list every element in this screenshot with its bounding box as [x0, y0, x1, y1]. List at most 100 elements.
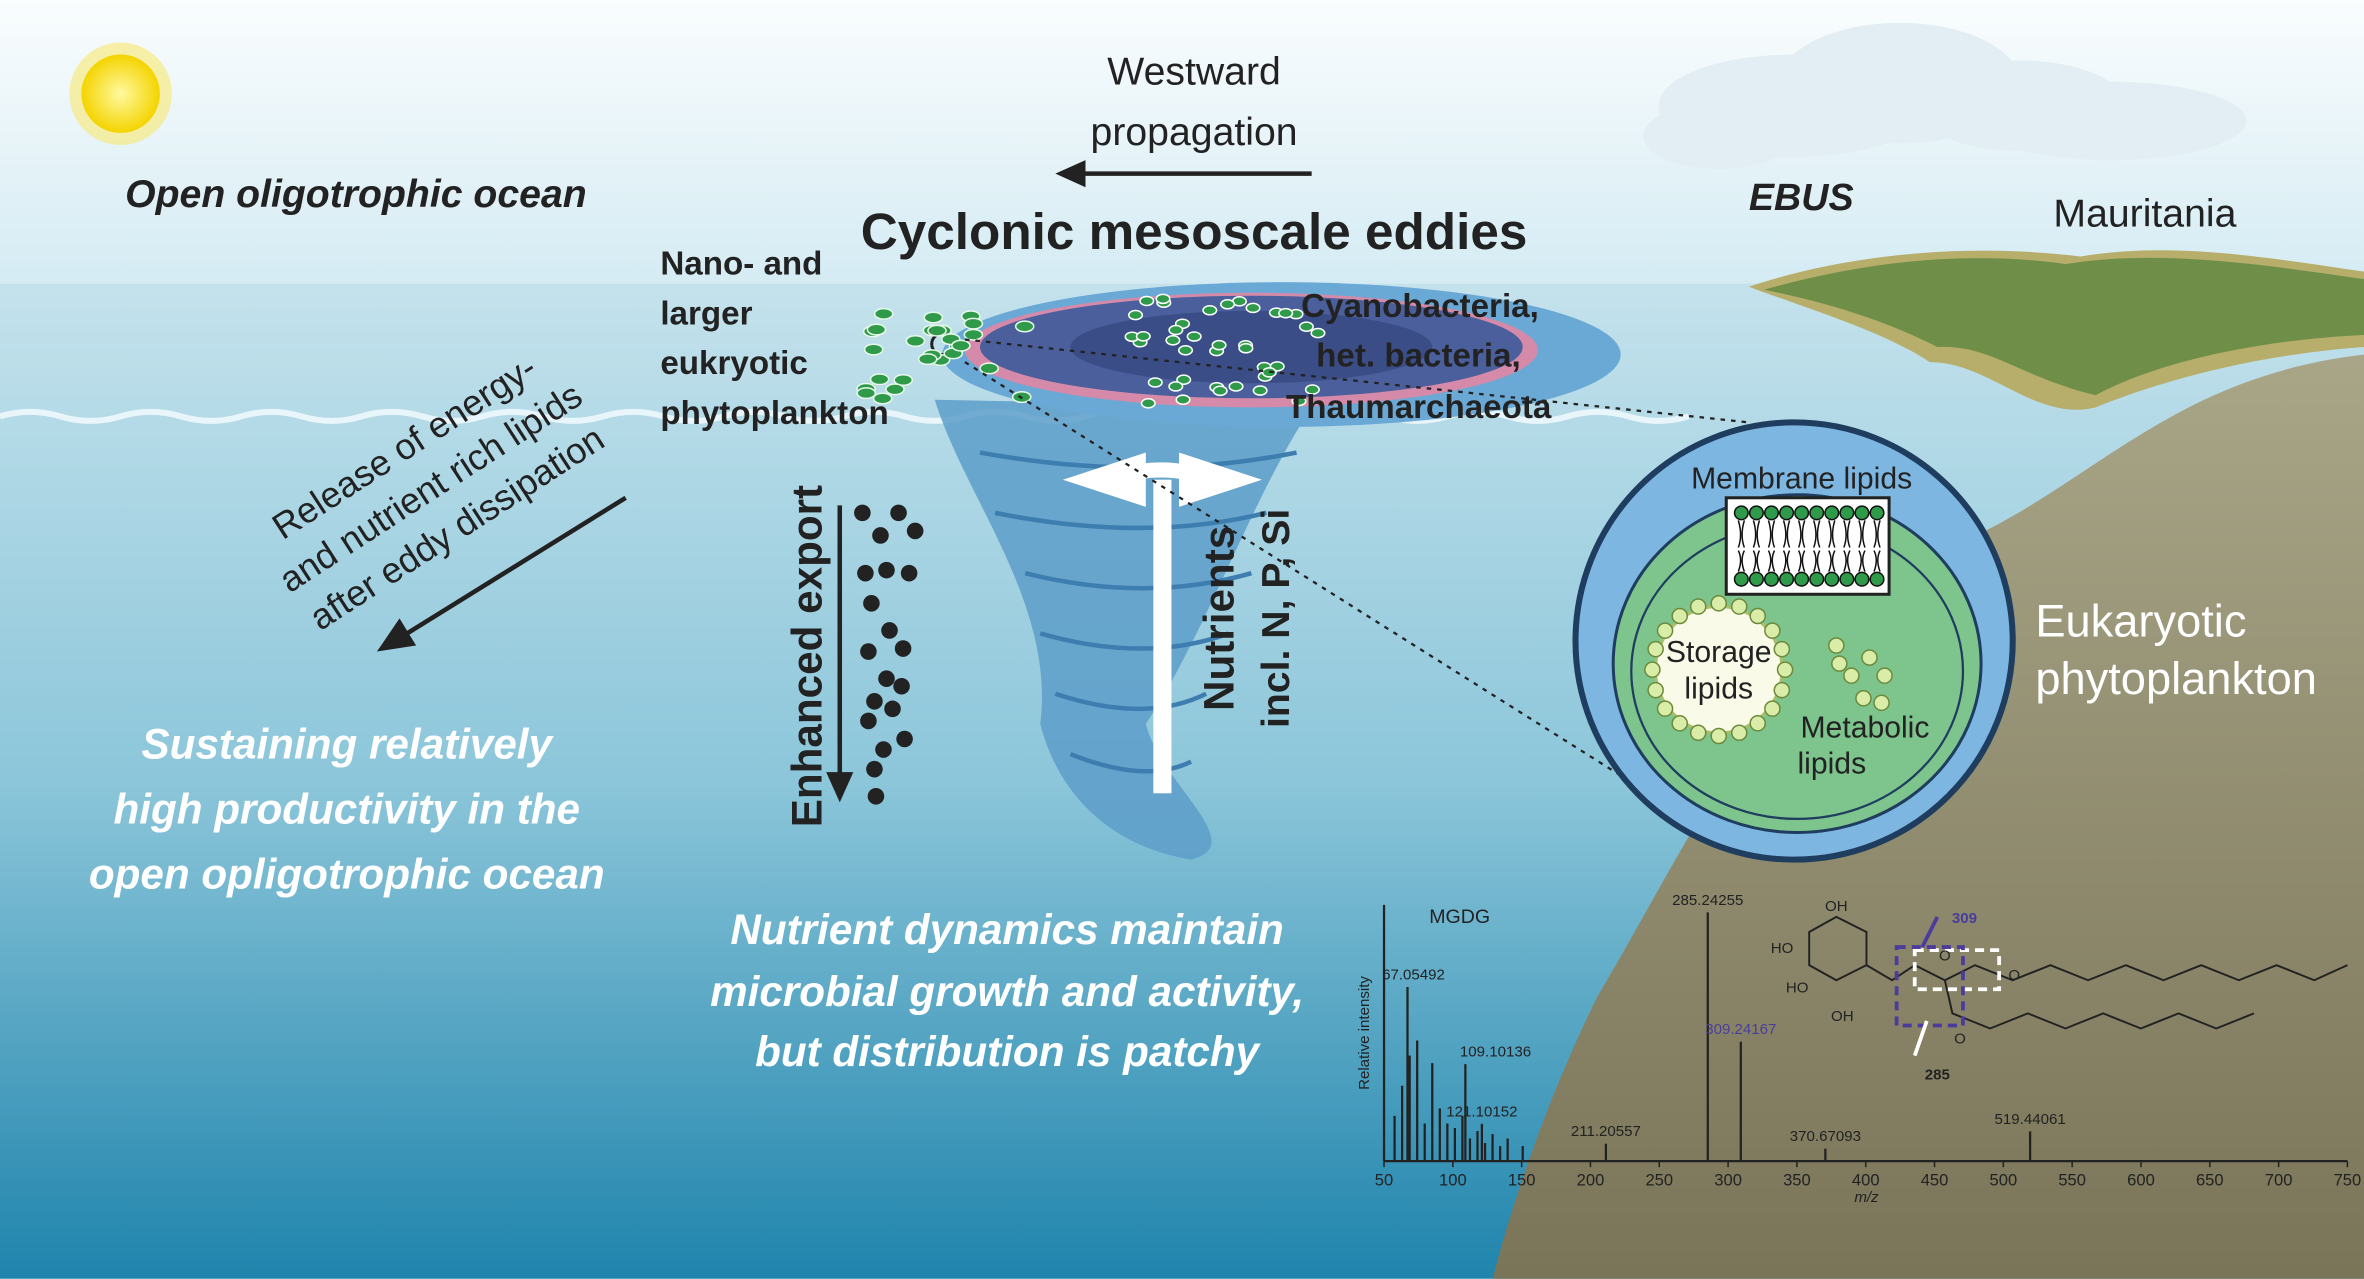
structure-part [1943, 980, 2255, 1030]
green-cell [893, 373, 914, 387]
texts-part: propagation [1091, 111, 1298, 154]
bacteria-cell [1238, 342, 1254, 354]
nutrient-arrows-part [1105, 462, 1217, 487]
particle [906, 522, 924, 540]
particle [863, 595, 880, 612]
texts-part: incl. N, P, Si [1255, 509, 1298, 728]
lipid-head [1763, 571, 1780, 587]
lipid-head [1730, 598, 1748, 615]
bacteria-cell [1135, 331, 1151, 342]
texts-part: Membrane lipids [1691, 463, 1912, 496]
x-tick-label: 50 [1375, 1170, 1393, 1189]
particle [896, 730, 913, 748]
lipid-head [1763, 505, 1780, 521]
lipid-tail [1812, 520, 1821, 572]
texts-part: het. bacteria, [1316, 338, 1521, 375]
arrows-part [376, 618, 417, 652]
bacteria-cell [1175, 394, 1191, 405]
cell-part [1653, 604, 1784, 735]
structure-part [1912, 948, 2002, 992]
lipid-tail [1767, 520, 1776, 572]
green-cell [951, 339, 971, 352]
green-cell [873, 307, 894, 320]
texts-part: Cyanobacteria, [1301, 288, 1539, 325]
clouds-part [1975, 81, 2247, 161]
bacteria-cell [1245, 302, 1261, 314]
bacteria-cell [1139, 295, 1155, 307]
lipid-head [1809, 505, 1825, 521]
structure-part [1912, 1020, 1929, 1057]
texts-part: Open oligotrophic ocean [125, 173, 587, 216]
bacteria-cell [1186, 331, 1202, 342]
lipid-head [1839, 571, 1855, 587]
lipid-tail [1858, 520, 1866, 572]
peak-label: 211.20557 [1571, 1123, 1641, 1140]
lipid-head [1710, 595, 1728, 612]
particle [890, 504, 907, 522]
texts-part: Westward [1107, 51, 1281, 94]
lipid-vesicle [1855, 690, 1872, 707]
lipid-tail [1737, 520, 1746, 572]
lipid-head [1671, 715, 1689, 732]
nutrient-arrows-part [1153, 479, 1172, 794]
nutrient-arrows-part [1062, 452, 1146, 507]
x-tick-label: 550 [2058, 1170, 2086, 1189]
texts-part: lipids [1684, 672, 1753, 705]
particle [881, 622, 898, 639]
green-cell [917, 353, 938, 366]
structure-label: 309 [1952, 910, 1977, 927]
clouds [1643, 22, 2247, 170]
green-cell [866, 323, 887, 336]
particle [884, 700, 901, 718]
texts-part: phytoplankton [2035, 653, 2317, 704]
bacteria-cell [1252, 385, 1268, 396]
lipid-drawing [1644, 505, 1893, 745]
lipid-vesicle [1831, 655, 1848, 672]
lipid-head [1779, 571, 1795, 587]
green-cell [963, 317, 984, 330]
lipid-head [1689, 598, 1707, 615]
lipid-head [1794, 505, 1810, 521]
lipid-head [1854, 505, 1870, 521]
structure-label: OH [1831, 1008, 1854, 1025]
spectrum-title: MGDG [1429, 906, 1490, 928]
bacteria-cell [1211, 339, 1227, 351]
clouds-part [1643, 102, 1795, 170]
x-tick-label: 700 [2265, 1170, 2293, 1189]
x-tick-label: 500 [1990, 1170, 2018, 1189]
phytoplankton-cells [856, 293, 1326, 409]
peak-label: 370.67093 [1790, 1128, 1861, 1145]
eddy-part [934, 399, 1312, 860]
lipid-head [1764, 622, 1781, 639]
lipid-tail [1752, 520, 1761, 572]
lipid-head [1730, 724, 1748, 742]
lipid-head [1671, 607, 1689, 625]
lipid-head [1647, 640, 1664, 658]
texts-part: but distribution is patchy [755, 1028, 1262, 1075]
lipid-head [1773, 681, 1791, 699]
lipid-head [1854, 571, 1870, 587]
bacteria-cell [1147, 377, 1163, 388]
particle [875, 741, 892, 758]
x-tick-label: 750 [2334, 1170, 2362, 1189]
green-cell [963, 328, 984, 341]
lipid-vesicle [1861, 649, 1878, 666]
bacteria-cell [1310, 327, 1326, 339]
lipid-head [1748, 505, 1764, 521]
particle [872, 527, 889, 544]
particle [857, 564, 874, 582]
bacteria-cell [1127, 309, 1144, 321]
lipid-head [1749, 715, 1767, 732]
lipid-tail [1873, 520, 1881, 572]
texts-part: larger [660, 295, 752, 332]
lipid-head [1794, 571, 1810, 587]
lipid-vesicle [1873, 694, 1890, 712]
structure-label: HO [1786, 979, 1809, 996]
lipid-tail [1828, 520, 1836, 572]
structure-label: 285 [1925, 1067, 1950, 1084]
zoom-lines-part [964, 338, 1749, 424]
lipid-head [1644, 661, 1661, 678]
particle [893, 677, 910, 695]
texts-part: Eukaryotic [2035, 595, 2246, 646]
texts-part: Nano- and [660, 246, 822, 283]
